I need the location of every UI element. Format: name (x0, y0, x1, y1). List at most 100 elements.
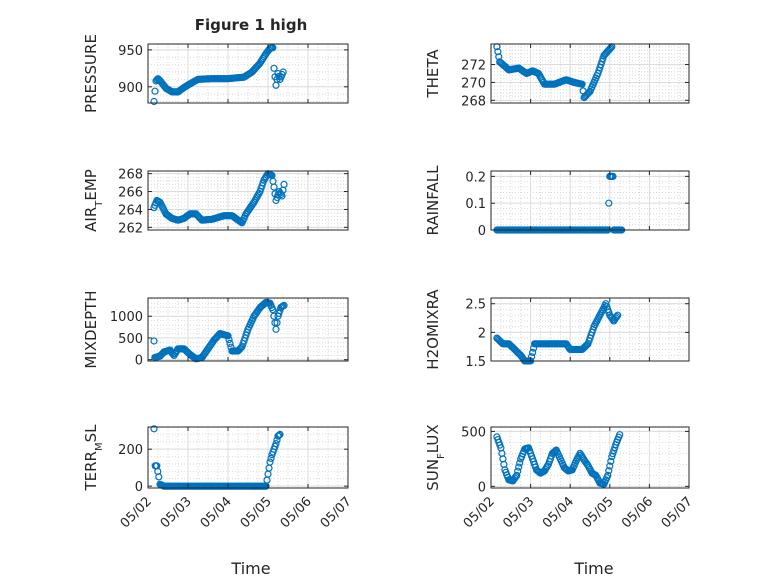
y-axis-label: H2OMIXRA (424, 289, 442, 370)
y-axis-label: AIRTEMP (82, 169, 105, 232)
data-point (150, 97, 158, 106)
y-tick-label: 262 (118, 221, 143, 236)
data-point (280, 180, 288, 188)
data-point (226, 339, 234, 347)
axes-box (147, 170, 349, 231)
data-point (274, 432, 282, 440)
y-tick-label: 1.5 (465, 355, 486, 370)
subplot-2: 268 270 272 THETA (424, 43, 690, 109)
data-point (597, 60, 605, 69)
y-tick-label: 268 (118, 168, 143, 183)
subplot-1: 900 950 PRESSURE (82, 34, 349, 113)
data-point (515, 463, 523, 471)
data-point (606, 462, 614, 470)
y-axis-label: MIXDEPTH (82, 290, 100, 368)
axes-box (490, 426, 690, 489)
subplot-3: 262 264 266 268 AIRTEMP (82, 168, 349, 236)
y-axis-label-part: SL (82, 424, 100, 443)
x-axis-label-right: Time (573, 559, 613, 578)
data-point (514, 467, 522, 475)
y-tick-label: 2.5 (465, 298, 486, 313)
data-point (607, 457, 615, 465)
data-point (150, 337, 158, 345)
data-point (236, 345, 244, 353)
y-axis-label-sub: M (94, 442, 105, 451)
data-point (273, 319, 281, 327)
data-point (594, 69, 602, 78)
data-point (494, 48, 502, 56)
data-point (527, 353, 536, 361)
y-tick-label: 0 (478, 224, 486, 239)
data-point (516, 459, 524, 467)
data-point (598, 57, 606, 66)
data-point (605, 199, 613, 207)
data-point (224, 332, 232, 340)
y-axis-label-part: LUX (424, 424, 442, 453)
data-point (609, 450, 617, 458)
data-point (280, 301, 288, 309)
data-point (276, 430, 284, 438)
y-tick-label: 0 (135, 354, 143, 369)
data-point (609, 172, 617, 180)
subplot-6: 1.5 2 2.5 H2OMIXRA (424, 289, 690, 370)
y-tick-label: 200 (118, 443, 143, 458)
figure-title: Figure 1 high (195, 16, 308, 34)
y-tick-label: 270 (461, 76, 486, 91)
data-point (150, 425, 158, 433)
subplot-5: 0 500 1000 MIXDEPTH (82, 290, 349, 369)
data-point (528, 348, 537, 356)
data-point (270, 183, 278, 191)
y-axis-label: TERRMSL (82, 424, 105, 492)
axes-box (490, 170, 690, 231)
data-point (608, 453, 616, 461)
axes-box (147, 43, 349, 104)
y-axis-label-part: AIR (82, 207, 100, 232)
y-axis-label: SUNFLUX (424, 424, 447, 490)
y-tick-label: 0 (135, 480, 143, 495)
y-axis-label: THETA (424, 49, 442, 99)
data-point (269, 44, 277, 52)
data-point (513, 471, 521, 479)
axes-box (490, 43, 690, 104)
data-point (599, 54, 607, 63)
data-point (605, 467, 613, 475)
y-axis-label-part: EMP (82, 169, 100, 200)
data-point (616, 431, 624, 439)
y-tick-label: 2 (478, 326, 486, 341)
y-tick-label: 500 (118, 332, 143, 347)
data-point (495, 53, 503, 61)
y-tick-label: 264 (118, 203, 143, 218)
data-point (578, 80, 586, 88)
data-point (607, 44, 615, 52)
y-tick-label: 0 (478, 480, 486, 495)
y-tick-label: 500 (461, 425, 486, 440)
y-axis-label: RAINFALL (424, 165, 442, 236)
axes-box (490, 297, 690, 362)
data-point (604, 471, 612, 479)
data-point (583, 341, 591, 349)
data-point (270, 64, 278, 72)
data-point (225, 336, 233, 344)
y-axis-label-sub: F (436, 453, 447, 459)
y-axis-label-part: TERR (82, 451, 100, 492)
y-axis-label: PRESSURE (82, 34, 100, 113)
y-tick-label: 268 (461, 94, 486, 109)
x-axis-label-left: Time (230, 559, 270, 578)
subplot-4: 0 0.1 0.2 RAINFALL (424, 165, 690, 239)
y-axis-label-part: SUN (424, 459, 442, 491)
y-tick-label: 1000 (110, 310, 143, 325)
axes-box (147, 297, 349, 362)
y-tick-label: 0.1 (465, 197, 486, 212)
y-tick-label: 900 (118, 81, 143, 96)
data-point (275, 431, 283, 439)
data-point (272, 440, 280, 448)
data-point (266, 458, 274, 466)
data-point (279, 68, 287, 76)
axes-box (147, 426, 349, 489)
y-axis-label-sub: T (94, 200, 105, 208)
data-point (151, 87, 159, 95)
data-point (271, 319, 279, 327)
